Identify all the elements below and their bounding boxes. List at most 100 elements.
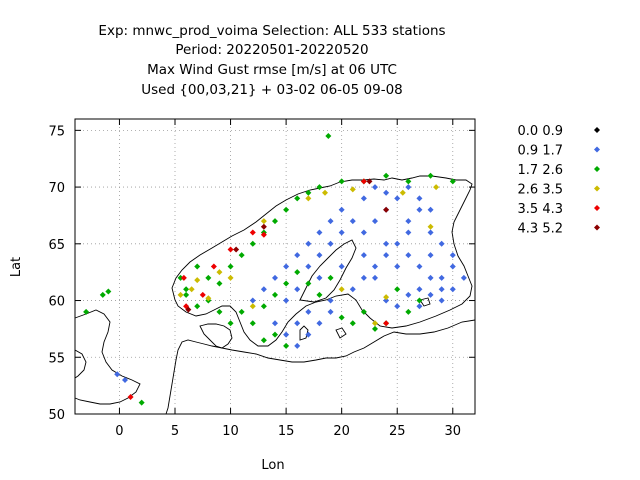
data-point (394, 286, 401, 293)
title-line-1: Exp: mnwc_prod_voima Selection: ALL 533 … (98, 23, 445, 39)
data-point (260, 223, 267, 230)
data-point (427, 172, 434, 179)
data-point (122, 376, 128, 383)
data-point (349, 186, 356, 193)
data-point (416, 206, 423, 213)
data-point (305, 263, 312, 270)
data-point (383, 189, 390, 196)
data-point (316, 252, 323, 259)
data-point (227, 246, 234, 253)
data-point (338, 178, 345, 185)
data-point (227, 320, 234, 327)
data-point (227, 263, 234, 270)
data-point (405, 229, 412, 236)
data-point (399, 189, 406, 196)
data-point (294, 320, 301, 327)
data-point (449, 178, 456, 185)
data-point (372, 218, 378, 225)
data-point (405, 308, 412, 315)
data-point (394, 240, 401, 247)
legend-label: 4.3 5.2 (518, 222, 563, 237)
y-tick-label: 70 (48, 181, 65, 196)
legend-marker (594, 205, 600, 211)
coastline-map (74, 175, 476, 415)
data-point (438, 274, 445, 281)
data-point (238, 308, 245, 315)
data-point (260, 231, 267, 238)
data-point (249, 240, 256, 247)
data-point (405, 178, 412, 185)
data-point (260, 303, 267, 310)
data-point (327, 240, 334, 247)
legend: 0.0 0.9 0.9 1.7 1.7 2.6 2.6 3.5 3.5 4.3 4.3 5… (518, 124, 600, 237)
data-point (177, 274, 184, 281)
plot-background (75, 119, 475, 414)
data-point (138, 399, 145, 406)
data-point (194, 277, 201, 284)
data-point (177, 291, 184, 298)
data-point (360, 195, 367, 202)
data-point (427, 229, 434, 236)
legend-marker (594, 146, 600, 153)
data-point (427, 274, 434, 281)
data-point (349, 286, 356, 293)
data-point (405, 218, 412, 225)
data-point (394, 195, 401, 202)
data-point (427, 223, 434, 230)
data-point (283, 297, 290, 304)
data-point (416, 297, 423, 304)
data-point (316, 291, 323, 298)
data-point (360, 178, 367, 185)
data-point (183, 291, 190, 298)
data-point (316, 274, 323, 281)
data-point (372, 325, 378, 332)
data-point (194, 303, 201, 310)
data-point (405, 252, 412, 259)
data-point (260, 218, 267, 225)
y-tick-label: 75 (48, 124, 65, 139)
data-point (349, 320, 356, 327)
data-point (405, 184, 412, 191)
data-point (216, 308, 223, 315)
data-point (372, 320, 378, 327)
data-point (460, 274, 467, 281)
data-point (188, 286, 195, 293)
x-tick-label: 30 (445, 424, 462, 439)
data-point (194, 263, 201, 270)
data-point (294, 252, 301, 259)
data-point (305, 331, 312, 338)
x-tick-label: 0 (115, 424, 123, 439)
data-point (272, 331, 278, 338)
data-point (360, 274, 367, 281)
data-point (383, 240, 390, 247)
legend-label: 1.7 2.6 (518, 163, 563, 178)
legend-label: 0.9 1.7 (518, 144, 563, 159)
data-point (416, 195, 423, 202)
data-point (105, 288, 112, 295)
data-point (427, 252, 434, 259)
data-point (449, 252, 456, 259)
data-point (360, 308, 367, 315)
data-point (227, 274, 234, 281)
data-point (383, 294, 390, 301)
legend-marker (594, 185, 600, 192)
data-point (216, 269, 223, 276)
x-tick-label: 20 (333, 424, 350, 439)
data-point (383, 252, 390, 259)
data-point (210, 263, 217, 270)
plot-area: 0 5 10 15 20 25 30 50 55 60 65 70 75 (48, 118, 476, 439)
data-point (338, 229, 345, 236)
title-line-2: Period: 20220501-20220520 (175, 42, 368, 58)
x-tick-label: 25 (389, 424, 406, 439)
data-point (272, 218, 278, 225)
data-point (338, 263, 345, 270)
data-point (249, 303, 256, 310)
data-point (360, 229, 367, 236)
data-point (294, 286, 301, 293)
data-point (180, 274, 187, 281)
legend-label: 0.0 0.9 (518, 124, 563, 139)
data-point (249, 229, 256, 236)
data-point (449, 286, 456, 293)
x-axis-label: Lon (261, 458, 284, 473)
